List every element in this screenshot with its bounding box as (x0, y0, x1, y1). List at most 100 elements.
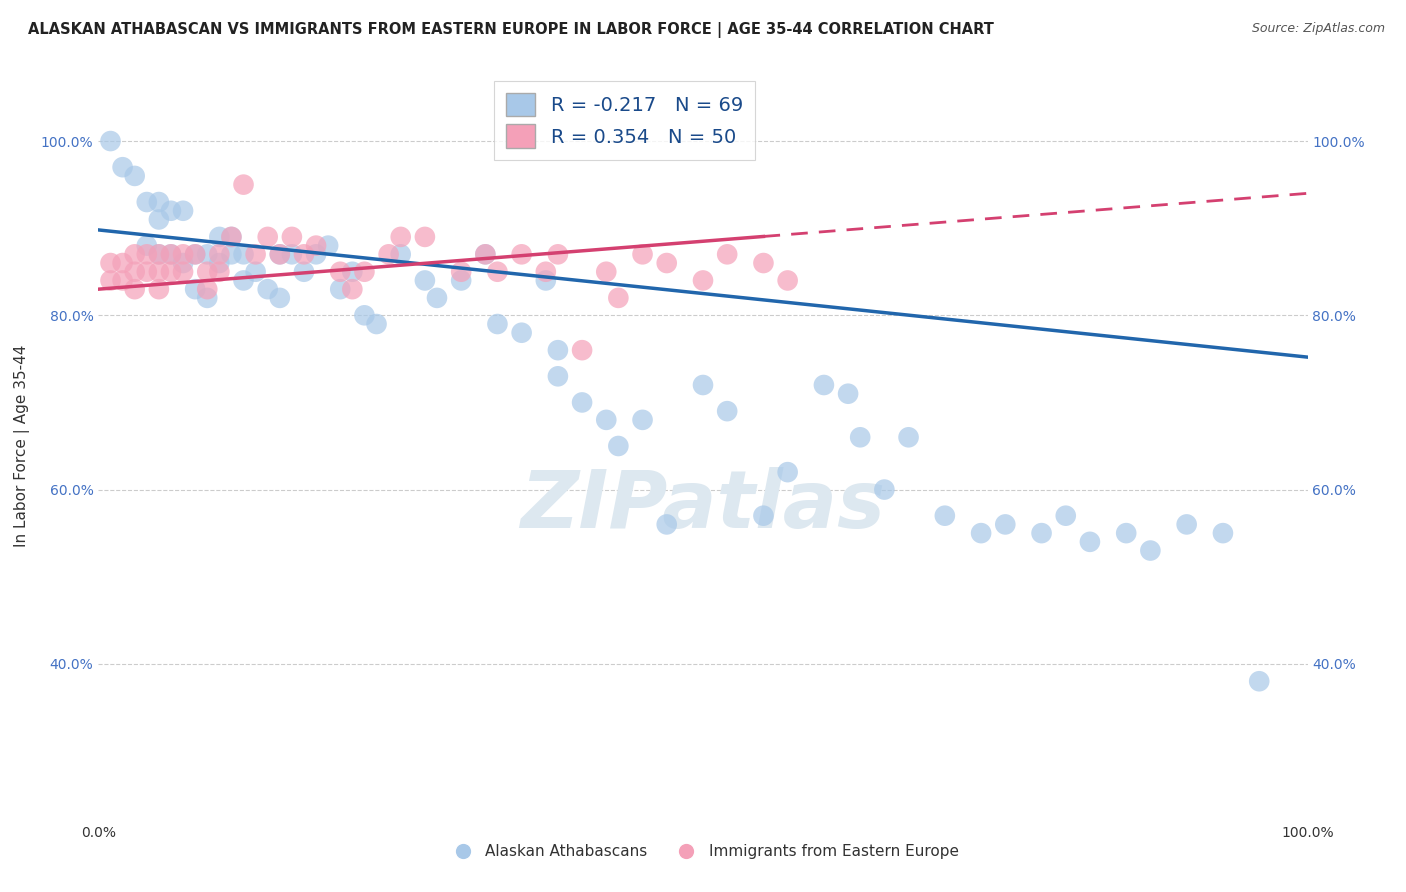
Point (1031, 526, 1053, 541)
Point (172, 265, 194, 279)
Point (486, 265, 509, 279)
Point (595, 265, 617, 279)
Point (305, 247, 328, 261)
Point (716, 404, 738, 418)
Point (547, 247, 569, 261)
Point (305, 238, 328, 252)
Point (1115, 526, 1137, 541)
Text: ALASKAN ATHABASCAN VS IMMIGRANTS FROM EASTERN EUROPE IN LABOR FORCE | AGE 35-44 : ALASKAN ATHABASCAN VS IMMIGRANTS FROM EA… (28, 22, 994, 38)
Point (510, 326, 533, 340)
Point (547, 343, 569, 358)
Point (100, 134, 122, 148)
Point (547, 369, 569, 384)
Point (413, 230, 436, 244)
Point (292, 265, 315, 279)
Point (377, 247, 399, 261)
Point (148, 247, 170, 261)
Point (160, 247, 183, 261)
Text: Source: ZipAtlas.com: Source: ZipAtlas.com (1251, 22, 1385, 36)
Point (329, 265, 352, 279)
Point (184, 282, 207, 296)
Point (510, 247, 533, 261)
Point (474, 247, 496, 261)
Point (256, 282, 278, 296)
Point (269, 247, 291, 261)
Point (232, 273, 254, 287)
Point (195, 247, 218, 261)
Point (292, 247, 315, 261)
Point (353, 265, 375, 279)
Point (172, 203, 194, 218)
Point (571, 395, 593, 409)
Point (100, 273, 122, 287)
Point (208, 230, 231, 244)
Point (353, 308, 375, 322)
Point (195, 291, 218, 305)
Point (269, 291, 291, 305)
Point (124, 282, 146, 296)
Point (281, 247, 304, 261)
Point (655, 256, 678, 270)
Legend: Alaskan Athabascans, Immigrants from Eastern Europe: Alaskan Athabascans, Immigrants from Eas… (441, 838, 965, 865)
Point (124, 265, 146, 279)
Point (208, 256, 231, 270)
Point (934, 508, 956, 523)
Point (160, 203, 183, 218)
Point (256, 230, 278, 244)
Point (631, 413, 654, 427)
Point (752, 508, 775, 523)
Point (245, 265, 267, 279)
Point (1139, 543, 1161, 558)
Point (148, 212, 170, 227)
Point (1175, 517, 1198, 532)
Point (426, 291, 449, 305)
Point (135, 265, 157, 279)
Point (221, 230, 243, 244)
Point (111, 273, 134, 287)
Point (873, 483, 896, 497)
Point (849, 430, 872, 444)
Point (1212, 526, 1234, 541)
Point (160, 247, 183, 261)
Point (232, 247, 254, 261)
Point (692, 378, 714, 392)
Point (135, 247, 157, 261)
Point (172, 247, 194, 261)
Point (148, 282, 170, 296)
Point (655, 517, 678, 532)
Point (534, 265, 557, 279)
Point (111, 256, 134, 270)
Point (184, 247, 207, 261)
Point (148, 265, 170, 279)
Point (837, 386, 859, 401)
Point (607, 439, 630, 453)
Y-axis label: In Labor Force | Age 35-44: In Labor Force | Age 35-44 (14, 345, 30, 547)
Point (474, 247, 496, 261)
Point (100, 256, 122, 270)
Point (1054, 508, 1077, 523)
Point (1249, 674, 1271, 689)
Point (534, 273, 557, 287)
Point (389, 247, 412, 261)
Point (208, 265, 231, 279)
Point (692, 273, 714, 287)
Point (1078, 534, 1101, 549)
Point (813, 378, 835, 392)
Point (184, 247, 207, 261)
Point (450, 273, 472, 287)
Point (172, 256, 194, 270)
Point (124, 169, 146, 183)
Point (897, 430, 920, 444)
Point (232, 178, 254, 192)
Point (135, 195, 157, 210)
Point (389, 230, 412, 244)
Point (776, 273, 799, 287)
Point (571, 343, 593, 358)
Point (316, 238, 339, 252)
Point (135, 238, 157, 252)
Point (776, 465, 799, 479)
Point (281, 230, 304, 244)
Point (631, 247, 654, 261)
Text: ZIPatlas: ZIPatlas (520, 467, 886, 545)
Point (148, 247, 170, 261)
